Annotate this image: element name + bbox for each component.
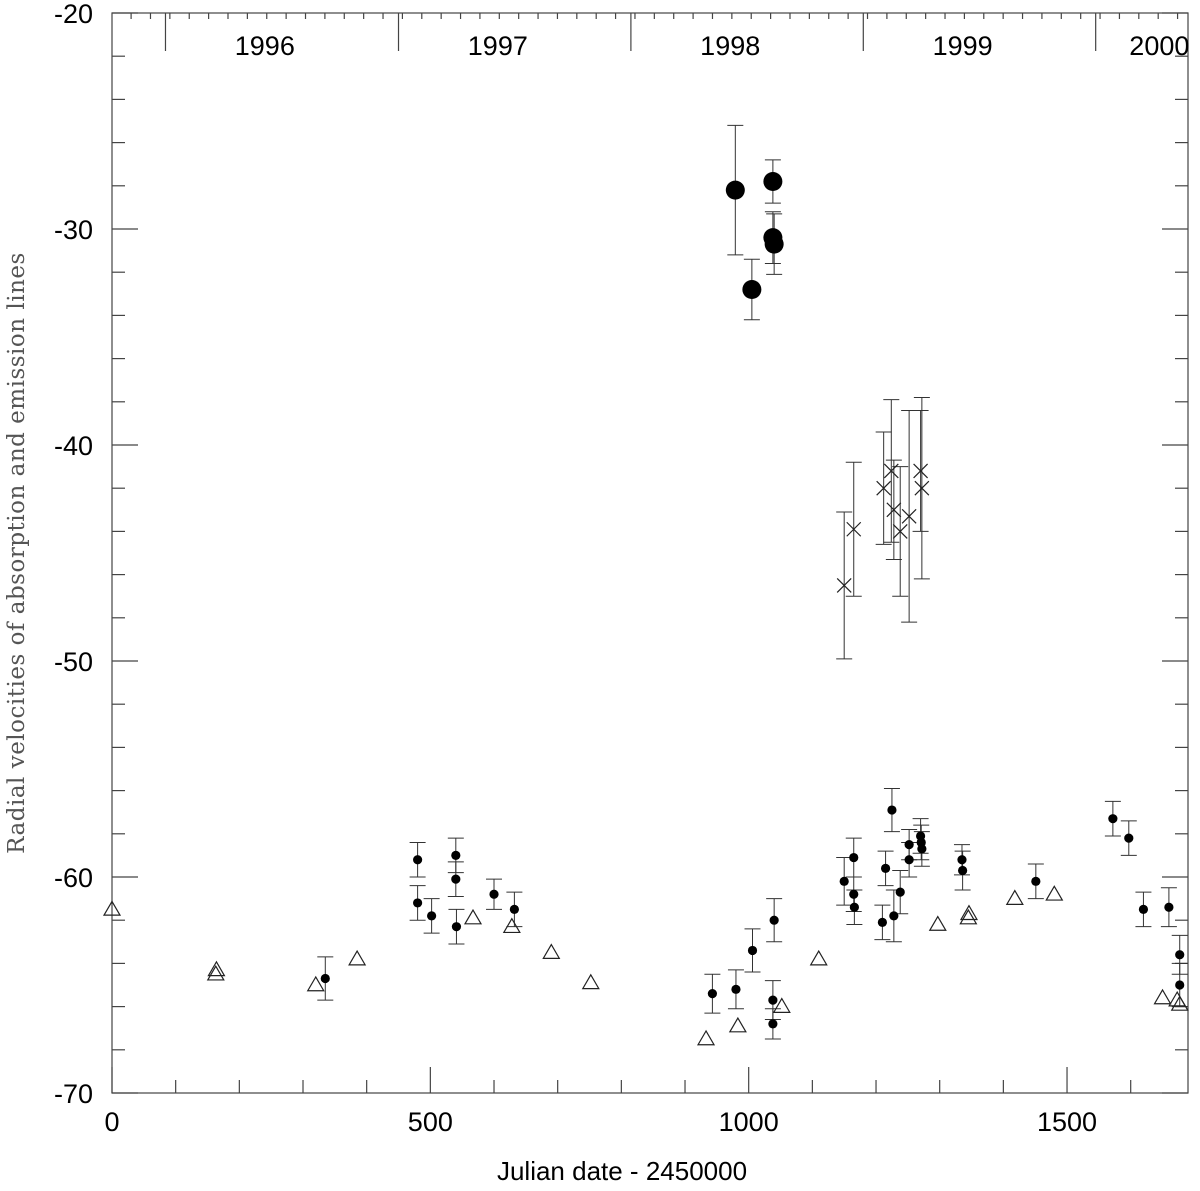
data-point-small-dot [889,911,899,921]
year-label: 1998 [700,31,760,61]
data-point-cross [883,463,899,479]
data-point-small-dot [1108,814,1118,824]
data-point-open-triangle [728,1016,747,1033]
data-point-small-dot [904,855,914,865]
plot-frame [111,12,1189,1094]
y-tick-label: -70 [54,1079,93,1109]
data-point-small-dot [839,876,849,886]
data-point-open-triangle [1153,988,1172,1005]
data-point-small-dot [1175,980,1185,990]
x-tick-label: 0 [104,1107,119,1137]
x-tick-label: 500 [408,1107,453,1137]
data-point-cross [886,502,902,518]
data-point-small-dot [1175,950,1185,960]
x-tick-label: 1500 [1037,1107,1097,1137]
data-point-open-triangle [581,973,600,990]
data-point-small-dot [887,805,897,815]
y-axis-title: Radial velocities of absorption and emis… [4,252,30,854]
data-point-cross [914,480,930,496]
data-point-open-triangle [959,904,979,921]
data-point-small-dot [769,915,779,925]
y-tick-label: -40 [54,431,93,461]
data-point-small-dot [958,865,968,876]
data-point-open-triangle [102,900,122,916]
data-point-large-dot [763,171,783,191]
data-point-small-dot [1031,876,1041,886]
data-point-small-dot [880,863,891,873]
data-point-small-dot [849,902,859,912]
year-label: 2000 [1129,31,1189,61]
data-point-small-dot [1164,902,1174,912]
data-point-cross [846,521,862,537]
data-point-open-triangle [809,949,828,966]
data-point-small-dot [451,874,461,884]
data-point-open-triangle [207,960,226,977]
data-point-large-dot [764,234,784,254]
data-point-open-triangle [502,917,521,934]
y-tick-label: -50 [54,647,93,677]
data-point-open-triangle [959,908,978,925]
data-point-small-dot [731,984,741,994]
axes-layer: 0 500 1000 1500 -70 -60 -50 -40 -30 -20 1996 1997 19… [54,0,1189,1137]
data-point-open-triangle [1045,885,1064,901]
data-point-small-dot [895,887,905,897]
y-tick-label: -20 [54,0,93,29]
data-point-small-dot [904,840,914,850]
error-bars-layer [317,124,1188,1040]
y-tick-label: -30 [54,215,93,245]
data-point-open-triangle [1168,990,1187,1007]
data-point-small-dot [451,922,462,932]
data-point-open-triangle [542,943,561,959]
year-label: 1997 [468,31,528,61]
data-point-small-dot [1138,904,1149,915]
markers-layer [102,171,1189,1046]
data-point-cross [901,508,917,524]
data-point-small-dot [768,995,778,1005]
data-point-open-triangle [1170,995,1189,1011]
data-point-open-triangle [306,975,325,992]
data-point-open-triangle [463,908,483,925]
data-point-open-triangle [206,965,225,981]
data-point-small-dot [917,844,927,854]
data-point-open-triangle [1005,889,1024,905]
data-point-small-dot [747,945,758,956]
data-point-large-dot [742,279,762,299]
data-point-small-dot [957,855,967,865]
data-point-small-dot [707,989,717,999]
x-tick-label: 1000 [719,1107,779,1137]
data-point-cross [836,577,852,593]
data-point-small-dot [320,973,330,984]
data-point-open-triangle [348,949,367,966]
data-point-small-dot [768,1019,778,1029]
data-point-small-dot [877,917,887,927]
data-point-cross [892,523,908,539]
year-label: 1996 [235,31,295,61]
data-point-cross [913,463,929,479]
data-point-small-dot [413,855,423,865]
data-point-small-dot [1124,833,1134,843]
data-point-small-dot [509,904,519,915]
data-point-small-dot [451,850,461,861]
data-point-cross [876,480,892,496]
data-point-small-dot [849,852,859,863]
y-tick-label: -60 [54,863,93,893]
year-label: 1999 [933,31,993,61]
data-point-small-dot [427,911,437,921]
data-point-open-triangle [772,997,791,1013]
x-axis-title: Julian date - 2450000 [497,1156,747,1186]
data-point-open-triangle [696,1029,716,1046]
data-point-small-dot [489,889,499,899]
data-point-small-dot [849,889,859,899]
data-point-small-dot [413,898,423,908]
data-point-large-dot [725,180,745,200]
data-point-open-triangle [928,915,947,931]
